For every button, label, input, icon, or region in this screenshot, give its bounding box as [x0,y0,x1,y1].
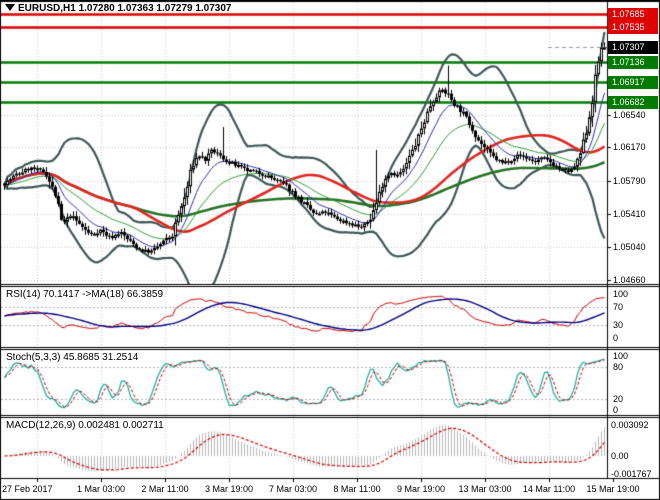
rsi-scale-label: 30 [613,320,624,330]
time-axis-tick: 27 Feb 2017 [2,484,53,494]
stoch-scale-label: 80 [613,362,624,372]
rsi-scale-label: 70 [613,302,624,312]
resistance-price-badge: 1.07685 [608,8,658,21]
stoch-scale-label: 0 [613,405,619,415]
current-price-badge: 1.07307 [608,41,658,54]
time-axis-tick: 14 Mar 11:00 [522,484,576,494]
time-axis-tick: 13 Mar 03:00 [458,484,512,494]
stoch-scale-label: 20 [613,394,624,404]
price-axis-tick: 1.05040 [613,242,646,252]
rsi-indicator-label: RSI(14) 70.1417 ->MA(18) 66.3859 [6,289,164,300]
macd-scale-label: 0.003092 [611,420,649,430]
price-axis-tick: 1.06170 [613,142,646,152]
resistance-price-badge: 1.07535 [608,21,658,34]
time-axis-tick: 3 Mar 19:00 [204,484,254,494]
support-price-badge: 1.07136 [608,56,658,69]
time-axis-tick: 2 Mar 11:00 [141,484,189,494]
time-axis-tick: 7 Mar 03:00 [268,484,318,494]
price-axis-tick: 1.05410 [613,209,646,219]
macd-scale-label: -0.001767 [611,469,652,479]
macd-indicator-label: MACD(12,26,9) 0.002481 0.002711 [6,420,164,431]
time-axis-tick: 9 Mar 19:00 [396,484,446,494]
rsi-scale-label: 0 [613,333,619,343]
symbol-dropdown-icon[interactable] [5,4,15,11]
stoch-scale-label: 100 [613,351,629,361]
stoch-indicator-label: Stoch(5,3,3) 45.8685 31.2514 [6,352,139,363]
time-axis-tick: 8 Mar 11:00 [333,484,381,494]
price-axis-tick: 1.05790 [613,176,646,186]
rsi-scale-label: 100 [613,289,629,299]
chart-title-ohlc: EURUSD,H1 1.07280 1.07363 1.07279 1.0730… [18,3,232,14]
support-price-badge: 1.06682 [608,96,658,109]
price-axis-tick: 1.06540 [613,110,646,120]
macd-scale-label: 0.00 [611,451,629,461]
time-axis-tick: 15 Mar 19:00 [586,484,640,494]
time-axis-tick: 1 Mar 03:00 [76,484,126,494]
support-price-badge: 1.06917 [608,76,658,89]
price-axis-tick: 1.04660 [613,275,646,285]
